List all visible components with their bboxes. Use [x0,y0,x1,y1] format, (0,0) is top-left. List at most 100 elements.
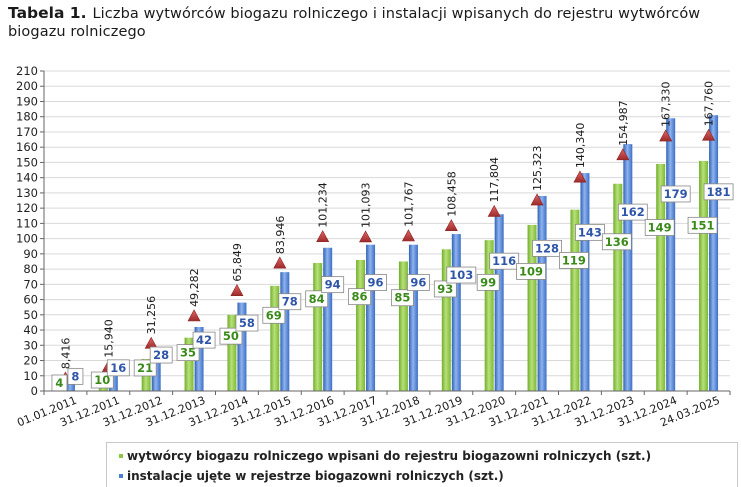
blue-value-label: 96 [410,276,426,290]
bar-green [441,249,451,391]
green-value-label: 10 [94,373,110,387]
blue-value-box [489,252,520,270]
blue-value-box [278,293,302,311]
marker-value-label: 167,760 [703,81,716,127]
bar-blue [451,234,461,391]
y-tick-label: 120 [16,201,38,215]
marker-value-label: 117,804 [488,157,501,203]
blue-value-box [617,203,648,221]
bar-green [270,285,280,391]
green-value-label: 85 [394,291,410,305]
blue-value-box [532,239,562,257]
marker-value-label: 15,940 [102,319,115,358]
green-value-box [433,280,457,298]
blue-value-label: 42 [196,333,212,347]
blue-value-label: 8 [71,369,79,383]
green-value-label: 84 [309,292,325,306]
legend: wytwórcy biogazu rolniczego wpisani do r… [106,442,738,487]
blue-value-label: 143 [578,225,602,239]
blue-value-box [321,276,345,294]
green-value-box [516,263,546,280]
marker-triangle [444,219,458,232]
blue-value-box [192,331,216,349]
blue-value-box [67,367,84,385]
bar-green [527,224,537,391]
blue-value-label: 16 [110,361,126,375]
marker-triangle [616,148,630,161]
bar-blue [366,244,376,391]
marker-triangle [316,230,330,243]
y-tick-label: 140 [16,171,38,185]
green-value-box [687,216,718,234]
green-value-label: 4 [55,376,63,390]
blue-value-box [660,185,691,203]
green-value-label: 99 [480,275,496,289]
legend-label-green: wytwórcy biogazu rolniczego wpisani do r… [127,449,652,463]
bars-layer [55,115,719,391]
green-value-label: 50 [223,329,239,343]
blue-value-label: 181 [707,185,731,199]
legend-label-blue: instalacje ujęte w rejestrze biogazowni … [127,469,504,483]
bar-green [313,263,323,391]
marker-value-label: 154,987 [617,100,630,146]
marker-value-label: 83,946 [274,216,287,255]
marker-value-label: 31,256 [145,296,158,335]
legend-swatch-blue [119,474,123,478]
marker-triangle [187,309,201,322]
blue-value-label: 162 [621,205,645,219]
green-value-box [305,290,329,308]
bar-blue [709,115,719,391]
green-value-label: 35 [180,346,196,360]
bar-green [356,259,366,391]
bar-blue [494,214,504,391]
bar-blue [65,378,75,391]
marker-triangle [573,170,587,183]
green-value-box [219,327,243,345]
blue-value-box [364,274,387,291]
bar-blue [323,247,333,391]
blue-value-box [446,266,477,284]
green-value-box [601,233,632,251]
x-axis: 01.01.201131.12.201131.12.201231.12.2013… [15,390,731,429]
y-tick-label: 30 [23,338,38,352]
marker-value-label: 49,282 [188,268,201,307]
green-value-label: 151 [691,218,715,232]
y-tick-label: 80 [23,262,38,276]
marker-value-label: 65,849 [231,243,244,282]
bar-blue [666,118,676,391]
title-text: Liczba wytwórców biogazu rolniczego i in… [8,6,701,40]
y-tick-label: 50 [23,308,38,322]
y-tick-label: 20 [23,354,38,368]
marker-value-label: 108,458 [445,171,458,217]
bar-blue [580,173,590,391]
bar-green [398,261,408,391]
legend-item-green: wytwórcy biogazu rolniczego wpisani do r… [119,449,651,463]
marker-value-label: 101,234 [317,182,330,228]
marker-triangle [273,256,287,269]
blue-value-box [106,359,130,377]
green-value-label: 149 [648,221,672,235]
green-value-label: 93 [437,282,453,296]
y-tick-label: 60 [23,293,38,307]
y-tick-label: 90 [23,247,38,261]
blue-value-label: 94 [325,278,341,292]
bar-green [484,240,494,391]
green-value-label: 21 [137,361,153,375]
marker-value-label: 101,093 [360,182,373,228]
y-tick-label: 150 [16,155,38,169]
y-tick-label: 0 [31,384,38,398]
marker-value-label: 167,330 [660,82,673,128]
blue-value-label: 28 [153,348,169,362]
title-prefix: Tabela 1. [8,4,87,22]
bar-green [227,314,237,391]
bar-blue [623,144,633,391]
marker-value-label: 140,340 [574,123,587,169]
legend-swatch-green [119,454,123,458]
bar-blue [537,195,547,391]
y-tick-label: 100 [16,232,38,246]
green-value-box [262,306,286,324]
blue-value-label: 128 [535,241,559,255]
blue-value-label: 96 [368,276,384,290]
